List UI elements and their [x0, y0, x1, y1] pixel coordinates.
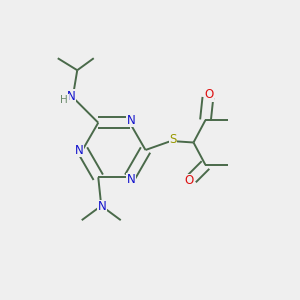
Text: H: H: [61, 94, 68, 105]
Text: N: N: [98, 200, 106, 213]
Text: N: N: [67, 90, 75, 103]
Text: O: O: [184, 174, 194, 188]
Text: O: O: [204, 88, 213, 101]
Text: N: N: [74, 143, 83, 157]
Text: N: N: [127, 114, 136, 127]
Text: S: S: [169, 133, 176, 146]
Text: N: N: [127, 173, 136, 186]
